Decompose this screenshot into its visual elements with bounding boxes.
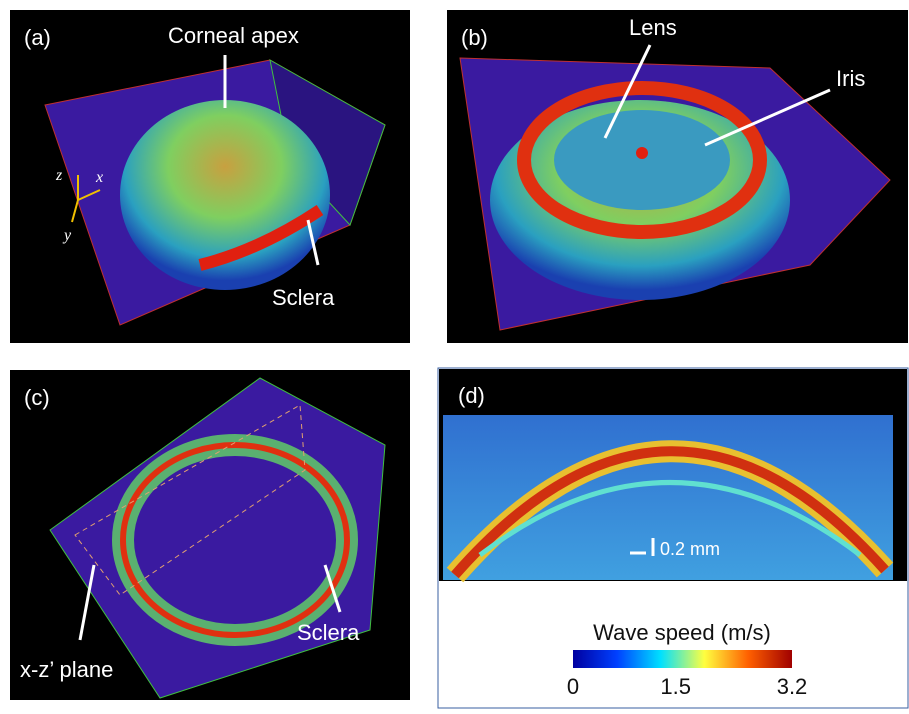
annotation: Sclera <box>297 620 360 645</box>
figure: (a) Corneal apex Sclera z x y (b) Lens I… <box>0 0 909 709</box>
colorbar-tick-label: 1.5 <box>660 674 691 699</box>
panel-b: (b) Lens Iris <box>447 10 908 343</box>
annotation: x-z’ plane <box>20 657 113 682</box>
annotation: Corneal apex <box>168 23 299 48</box>
panel-c: (c) Sclera x-z’ plane <box>10 370 410 700</box>
panel-label: (a) <box>24 25 51 50</box>
colorbar-tick-label: 3.2 <box>777 674 808 699</box>
panel-label: (c) <box>24 385 50 410</box>
annotation: Sclera <box>272 285 335 310</box>
axis-label: z <box>55 167 63 184</box>
panel-label: (d) <box>458 383 485 408</box>
annotation: Lens <box>629 15 677 40</box>
scale-bar-label: 0.2 mm <box>660 539 720 559</box>
panel-label: (b) <box>461 25 488 50</box>
annotation: Iris <box>836 66 865 91</box>
colorbar-title: Wave speed (m/s) <box>593 620 771 645</box>
colorbar-tick-label: 0 <box>567 674 579 699</box>
panel-a: (a) Corneal apex Sclera z x y <box>10 10 410 343</box>
colorbar <box>573 650 792 668</box>
axis-label: x <box>95 169 103 186</box>
axis-label: y <box>62 227 72 244</box>
panel-d: 0.2 mm (d) Wave speed (m/s) <box>438 368 908 708</box>
